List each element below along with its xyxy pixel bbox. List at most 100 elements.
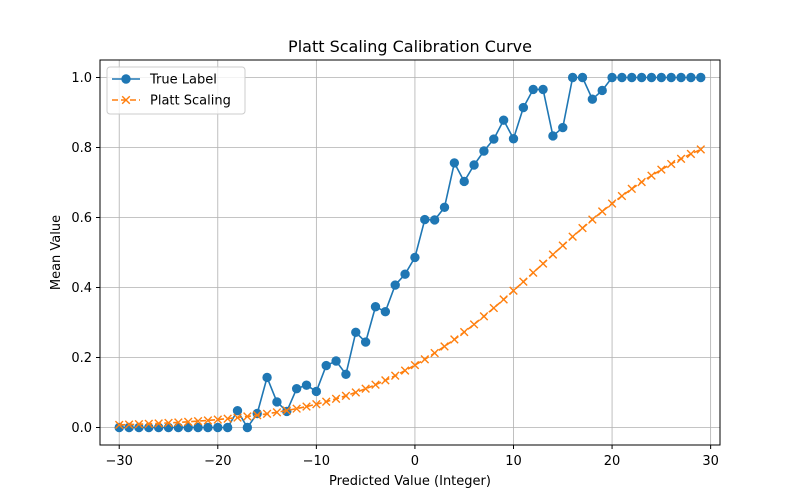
- data-point-platt-scaling: [302, 402, 311, 411]
- legend-box: [106, 66, 246, 115]
- data-point-platt-scaling: [381, 376, 390, 385]
- y-tick-label: 1.0: [71, 71, 92, 86]
- data-point-true-label: [449, 158, 460, 168]
- plot-frame: [99, 59, 721, 446]
- data-point-platt-scaling: [341, 391, 351, 401]
- legend-marker-platt-scaling: [121, 95, 131, 105]
- data-point-platt-scaling: [252, 410, 262, 420]
- data-point-platt-scaling: [164, 418, 173, 428]
- data-point-true-label: [607, 72, 617, 83]
- data-point-platt-scaling: [528, 268, 538, 277]
- data-point-true-label: [360, 337, 371, 347]
- data-point-platt-scaling: [213, 415, 223, 424]
- data-point-true-label: [351, 327, 361, 337]
- data-point-true-label: [291, 383, 302, 394]
- data-point-true-label: [558, 122, 568, 133]
- legend-label-true-label: True Label: [149, 73, 217, 88]
- data-point-true-label: [666, 72, 676, 83]
- x-tick-label: 10: [505, 454, 522, 469]
- data-point-platt-scaling: [361, 384, 370, 394]
- data-point-true-label: [232, 406, 243, 416]
- data-point-platt-scaling: [183, 417, 193, 427]
- data-point-platt-scaling: [627, 184, 637, 194]
- data-point-true-label: [380, 306, 391, 317]
- data-point-platt-scaling: [479, 312, 489, 321]
- data-point-true-label: [577, 72, 588, 83]
- data-point-true-label: [153, 422, 164, 433]
- data-point-platt-scaling: [114, 420, 124, 430]
- data-point-platt-scaling: [203, 416, 213, 425]
- data-point-platt-scaling: [558, 241, 568, 250]
- data-point-true-label: [400, 269, 410, 279]
- data-point-platt-scaling: [440, 342, 449, 351]
- data-point-platt-scaling: [666, 159, 676, 169]
- legend-label-platt-scaling: Platt Scaling: [150, 94, 231, 109]
- axis-ticks: −30 −20 −10 0 10 20 30 0.0 0.2 0.4 0.6 0.8 1.0: [71, 71, 719, 469]
- data-point-platt-scaling: [233, 413, 242, 422]
- data-point-platt-scaling: [696, 145, 706, 154]
- data-point-platt-scaling: [174, 418, 183, 427]
- data-point-true-label: [587, 94, 598, 104]
- data-point-platt-scaling: [588, 215, 597, 224]
- series-line-true-label: [119, 76, 701, 429]
- data-point-true-label: [696, 72, 706, 83]
- data-point-platt-scaling: [676, 154, 686, 164]
- data-point-true-label: [183, 422, 193, 433]
- data-point-platt-scaling: [292, 404, 301, 413]
- data-point-platt-scaling: [430, 348, 439, 358]
- data-point-platt-scaling: [223, 414, 232, 423]
- data-point-true-label: [410, 252, 420, 263]
- data-point-platt-scaling: [519, 277, 528, 287]
- data-point-true-label: [548, 131, 558, 141]
- data-point-true-label: [429, 215, 440, 225]
- data-point-platt-scaling: [597, 207, 607, 216]
- data-point-platt-scaling: [548, 250, 558, 259]
- data-point-true-label: [656, 72, 667, 83]
- legend: True Label Platt Scaling: [106, 66, 246, 115]
- data-point-platt-scaling: [193, 416, 203, 426]
- data-point-true-label: [193, 422, 203, 433]
- data-point-platt-scaling: [282, 406, 292, 415]
- data-point-true-label: [686, 72, 696, 83]
- data-point-platt-scaling: [144, 419, 154, 429]
- data-point-platt-scaling: [321, 397, 331, 406]
- data-point-platt-scaling: [607, 199, 617, 208]
- data-point-true-label: [538, 84, 548, 95]
- x-tick-label: 20: [604, 454, 621, 469]
- data-point-true-label: [646, 72, 657, 83]
- data-point-platt-scaling: [410, 360, 420, 370]
- data-point-platt-scaling: [499, 295, 508, 304]
- data-point-platt-scaling: [686, 149, 696, 159]
- data-point-true-label: [676, 72, 686, 83]
- data-point-platt-scaling: [272, 407, 282, 417]
- x-tick-label: −10: [303, 454, 330, 469]
- data-point-true-label: [479, 146, 489, 156]
- data-point-platt-scaling: [647, 171, 656, 180]
- y-tick-label: 0.6: [71, 211, 92, 226]
- data-point-true-label: [370, 302, 381, 312]
- data-point-true-label: [498, 115, 509, 125]
- data-point-true-label: [528, 84, 538, 95]
- x-tick-label: 0: [411, 454, 419, 469]
- data-point-true-label: [252, 408, 262, 419]
- chart-title: Platt Scaling Calibration Curve: [288, 37, 532, 56]
- data-point-platt-scaling: [450, 335, 459, 344]
- data-point-true-label: [124, 422, 134, 433]
- data-point-true-label: [439, 202, 450, 213]
- x-tick-label: −30: [106, 454, 133, 469]
- y-axis-label: Mean Value: [49, 215, 64, 290]
- data-point-platt-scaling: [262, 409, 272, 419]
- data-point-platt-scaling: [578, 223, 587, 233]
- legend-item-true-label: True Label: [112, 73, 217, 88]
- data-point-true-label: [489, 134, 499, 144]
- data-point-platt-scaling: [657, 165, 666, 174]
- data-point-true-label: [213, 422, 223, 433]
- data-point-true-label: [262, 372, 272, 383]
- data-point-true-label: [203, 422, 213, 433]
- data-point-true-label: [242, 422, 253, 433]
- series-platt-scaling: [114, 145, 706, 430]
- data-point-platt-scaling: [469, 320, 479, 329]
- data-point-platt-scaling: [509, 286, 518, 295]
- data-point-platt-scaling: [637, 177, 646, 187]
